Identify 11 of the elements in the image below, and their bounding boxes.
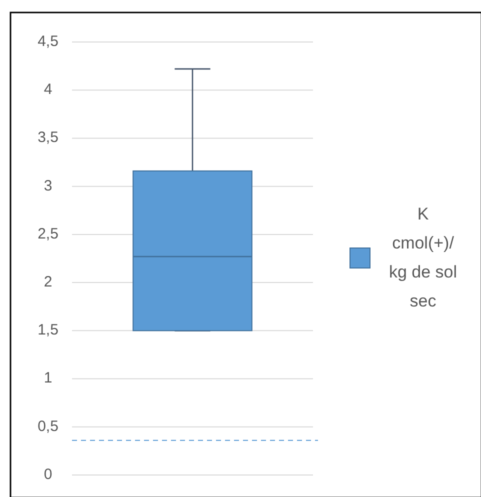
- y-tick-label: 4,5: [38, 32, 58, 50]
- y-tick-label: 2: [44, 274, 52, 291]
- y-tick-label: 3: [44, 177, 52, 194]
- y-tick-label: 0,5: [38, 418, 58, 435]
- y-tick-label: 0: [44, 466, 52, 483]
- y-tick-label: 3,5: [38, 129, 58, 146]
- y-tick-label: 1: [44, 370, 52, 387]
- text: K cmol(+)/ kg de sol sec: [388, 204, 458, 310]
- y-tick-label: 2,5: [38, 225, 58, 242]
- y-tick-label: 1,5: [38, 322, 58, 339]
- y-tick-label: 4: [44, 81, 52, 98]
